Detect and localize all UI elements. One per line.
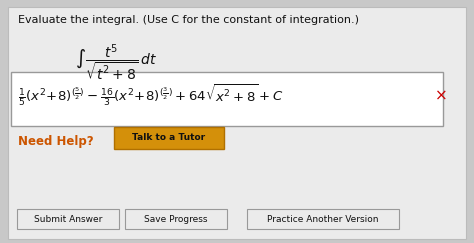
FancyBboxPatch shape	[17, 209, 119, 229]
Text: Practice Another Version: Practice Another Version	[267, 215, 379, 224]
FancyBboxPatch shape	[247, 209, 399, 229]
Text: Save Progress: Save Progress	[144, 215, 208, 224]
FancyBboxPatch shape	[114, 127, 224, 149]
Text: $\int \dfrac{t^5}{\sqrt{t^2+8}}\, dt$: $\int \dfrac{t^5}{\sqrt{t^2+8}}\, dt$	[75, 43, 157, 83]
FancyBboxPatch shape	[11, 72, 443, 126]
Text: Need Help?: Need Help?	[18, 135, 94, 148]
Text: Submit Answer: Submit Answer	[34, 215, 102, 224]
Text: $\times$: $\times$	[434, 87, 447, 103]
FancyBboxPatch shape	[8, 7, 466, 239]
Text: Talk to a Tutor: Talk to a Tutor	[132, 133, 206, 142]
Text: Evaluate the integral. (Use C for the constant of integration.): Evaluate the integral. (Use C for the co…	[18, 15, 359, 25]
FancyBboxPatch shape	[125, 209, 227, 229]
Text: $\frac{1}{5}(x^2\!+\!8)^{(\frac{5}{2})} - \frac{16}{3}(x^2\!+\!8)^{(\frac{3}{2}): $\frac{1}{5}(x^2\!+\!8)^{(\frac{5}{2})} …	[18, 82, 284, 108]
